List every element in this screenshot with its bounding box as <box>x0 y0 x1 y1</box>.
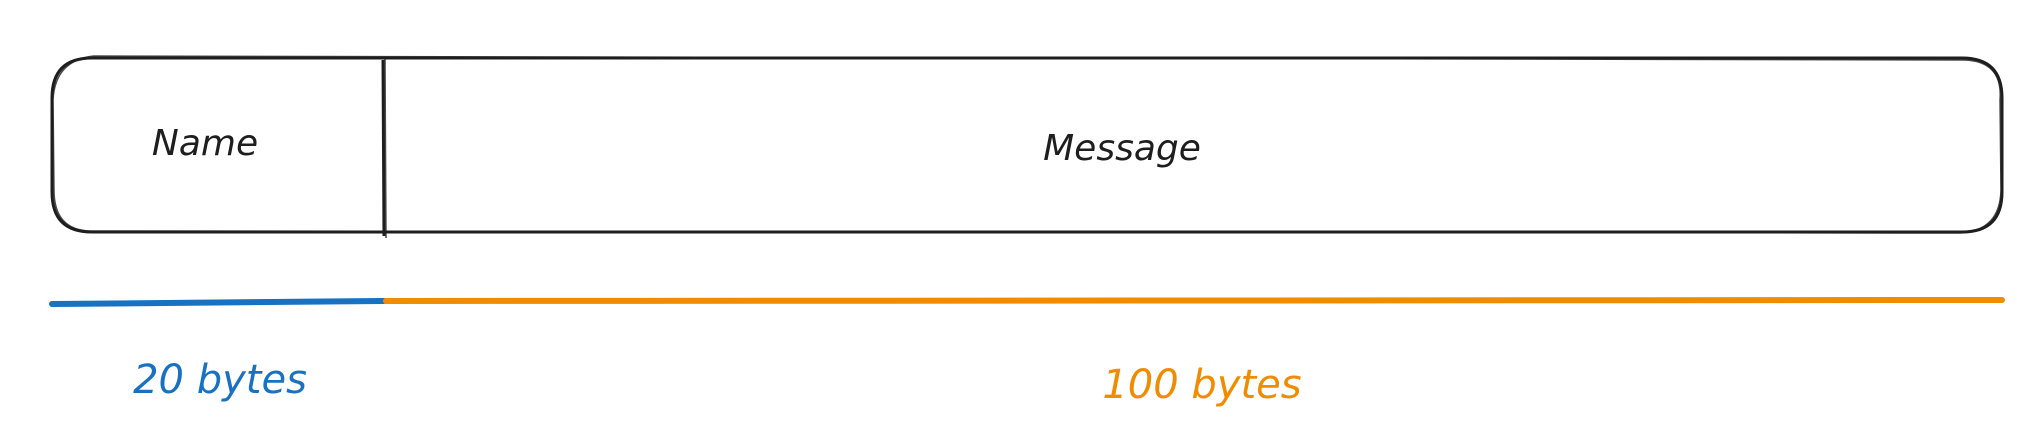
size-label-name: 20 bytes <box>133 357 307 403</box>
field-label-name: Name <box>152 123 258 164</box>
size-bar-name <box>49 298 387 307</box>
size-bar-message <box>383 297 2005 304</box>
field-divider <box>381 57 387 239</box>
record-box <box>50 55 2004 234</box>
size-label-message: 100 bytes <box>1102 362 1301 408</box>
field-label-message: Message <box>1043 128 1201 169</box>
